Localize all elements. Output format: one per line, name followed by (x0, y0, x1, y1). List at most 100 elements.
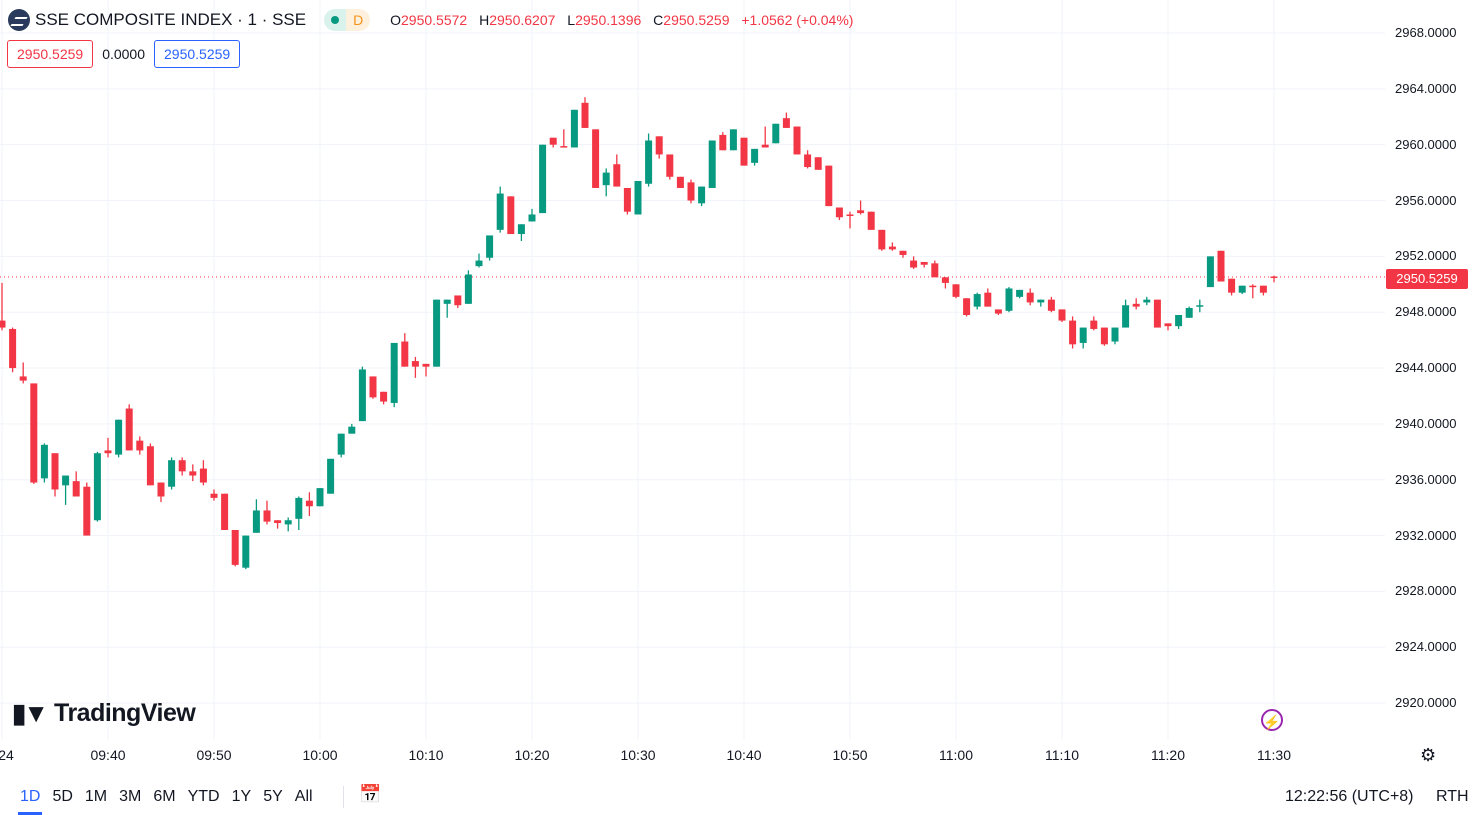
candle-body (634, 180, 642, 215)
low-key: L (567, 12, 576, 28)
calendar-goto-icon[interactable]: 📅 (359, 784, 382, 804)
candle-body (337, 433, 345, 455)
time-tick-label: 10:00 (302, 747, 338, 763)
candle-body (645, 140, 653, 184)
candle-body (963, 298, 971, 316)
time-tick-label: 09:40 (90, 747, 126, 763)
range-all[interactable]: All (294, 788, 313, 805)
candle-body (581, 102, 589, 128)
candle-body (613, 164, 621, 187)
candle-body (83, 486, 91, 536)
candle-body (146, 446, 154, 486)
candle-body (242, 535, 250, 568)
price-tick-label: 2928.0000 (1395, 583, 1457, 599)
candle-body (1069, 320, 1077, 345)
price-tick-label: 2948.0000 (1395, 304, 1457, 320)
settings-gear-icon[interactable]: ⚙ (1420, 745, 1437, 765)
candle-body (666, 154, 674, 177)
time-tick-label: 24 (0, 747, 14, 763)
delayed-badge: D (346, 9, 371, 31)
price-tick-label: 2920.0000 (1395, 695, 1457, 711)
candle-body (231, 529, 239, 565)
time-tick-label: 10:40 (726, 747, 762, 763)
price-tick-label: 2932.0000 (1395, 527, 1457, 543)
candle-body (422, 363, 430, 367)
candle-body (846, 214, 854, 216)
range-1y[interactable]: 1Y (231, 788, 252, 805)
brand-name: TradingView (54, 699, 196, 727)
candle-body (1153, 299, 1161, 328)
candle-body (348, 426, 356, 434)
candle-body (93, 453, 101, 521)
change-value: +1.0562 (+0.04%) (741, 12, 854, 28)
candle-body (263, 510, 271, 522)
candle-body (369, 376, 377, 398)
clock-timezone[interactable]: 12:22:56 (UTC+8) (1285, 788, 1414, 805)
candle-body (994, 309, 1002, 314)
candle-body (1132, 303, 1140, 307)
candle-body (857, 210, 865, 214)
candle-body (178, 460, 186, 472)
time-tick-label: 10:30 (620, 747, 656, 763)
sse-logo-icon (8, 9, 30, 31)
range-3m[interactable]: 3M (119, 788, 142, 805)
candle-body (1249, 285, 1257, 288)
range-1d[interactable]: 1D (14, 788, 46, 815)
candle-body (708, 140, 716, 188)
range-ytd[interactable]: YTD (187, 788, 220, 805)
symbol-title[interactable]: SSE COMPOSITE INDEX · 1 · SSE (35, 10, 307, 29)
candle-body (973, 294, 981, 307)
range-6m[interactable]: 6M (153, 788, 176, 805)
candle-body (401, 341, 409, 367)
candle-body (1228, 278, 1236, 293)
lightning-icon[interactable]: ⚡ (1261, 709, 1283, 731)
time-tick-label: 10:10 (408, 747, 444, 763)
spread-value: 0.0000 (102, 46, 146, 62)
range-5d[interactable]: 5D (52, 788, 73, 805)
price-tick-label: 2964.0000 (1395, 80, 1457, 96)
candle-body (931, 263, 939, 278)
close-value: 2950.5259 (663, 12, 730, 28)
candle-body (464, 274, 472, 304)
candle-body (157, 482, 165, 497)
time-tick-label: 10:20 (514, 747, 550, 763)
candle-body (433, 299, 441, 367)
tradingview-logo[interactable]: ▮▼ TradingView (12, 698, 196, 729)
buy-button[interactable]: 2950.5259 (154, 40, 241, 68)
price-tick-label: 2944.0000 (1395, 360, 1457, 376)
price-tick-label: 2924.0000 (1395, 639, 1457, 655)
candle-body (496, 193, 504, 230)
candle-body (655, 136, 663, 155)
market-status-badge[interactable]: D (324, 9, 371, 31)
symbol-header: SSE COMPOSITE INDEX · 1 · SSE D O2950.55… (8, 9, 861, 31)
candle-body (1270, 276, 1278, 279)
candle-body (40, 444, 48, 479)
ohlc-legend: O2950.5572 H2950.6207 L2950.1396 C2950.5… (390, 12, 861, 28)
candle-body (1037, 299, 1045, 303)
candle-body (941, 277, 949, 283)
sell-button[interactable]: 2950.5259 (7, 40, 94, 68)
range-1m[interactable]: 1M (84, 788, 108, 805)
market-open-dot-icon (324, 9, 347, 31)
candlestick-chart[interactable] (0, 0, 1385, 740)
candle-body (486, 235, 494, 258)
candle-body (168, 460, 176, 487)
candle-body (274, 520, 282, 524)
candle-body (740, 137, 748, 166)
candle-body (189, 471, 197, 476)
candle-body (1259, 285, 1267, 293)
candle-body (920, 261, 928, 265)
candle-body (1111, 327, 1119, 342)
candle-body (507, 196, 515, 235)
candle-body (623, 187, 631, 212)
range-5y[interactable]: 5Y (263, 788, 283, 805)
candle-body (358, 369, 366, 422)
candle-body (1175, 315, 1183, 327)
trade-row: 2950.5259 0.0000 2950.5259 (7, 40, 241, 68)
price-tick-label: 2968.0000 (1395, 25, 1457, 40)
candle-body (115, 419, 123, 455)
candle-body (570, 109, 578, 148)
divider (343, 786, 344, 808)
candle-body (1143, 299, 1151, 303)
session-button[interactable]: RTH (1436, 788, 1469, 805)
